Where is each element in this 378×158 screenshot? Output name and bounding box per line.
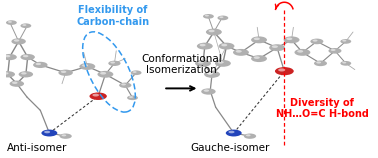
Circle shape [129, 96, 133, 98]
Circle shape [100, 72, 106, 75]
Circle shape [36, 63, 41, 65]
Circle shape [21, 72, 26, 75]
Circle shape [251, 36, 267, 43]
Circle shape [278, 68, 285, 72]
Circle shape [221, 44, 227, 46]
Circle shape [121, 83, 126, 85]
Circle shape [9, 81, 24, 87]
Circle shape [275, 67, 294, 75]
Circle shape [8, 21, 12, 23]
Circle shape [236, 50, 242, 53]
Circle shape [2, 54, 17, 60]
Circle shape [340, 61, 351, 66]
Circle shape [218, 61, 224, 64]
Circle shape [110, 61, 115, 64]
Circle shape [205, 71, 219, 77]
Circle shape [206, 29, 222, 35]
Circle shape [42, 130, 57, 137]
Circle shape [93, 94, 99, 97]
Circle shape [342, 62, 346, 64]
Circle shape [58, 70, 73, 76]
Circle shape [3, 72, 9, 75]
Circle shape [195, 60, 211, 67]
Circle shape [340, 39, 351, 44]
Circle shape [198, 61, 204, 64]
Text: Anti-isomer: Anti-isomer [6, 143, 67, 153]
Circle shape [61, 71, 67, 73]
Circle shape [62, 134, 66, 136]
Circle shape [33, 62, 48, 68]
Circle shape [79, 63, 95, 70]
Circle shape [342, 40, 346, 42]
Circle shape [59, 134, 72, 139]
Circle shape [331, 49, 336, 51]
Text: Gauche-isomer: Gauche-isomer [191, 143, 270, 153]
Circle shape [19, 71, 33, 77]
Circle shape [11, 38, 26, 45]
Circle shape [131, 70, 141, 75]
Circle shape [219, 16, 223, 18]
Circle shape [90, 92, 107, 100]
Circle shape [133, 71, 137, 73]
Circle shape [127, 95, 138, 100]
Circle shape [203, 14, 214, 19]
Circle shape [98, 71, 113, 78]
Circle shape [200, 44, 206, 46]
Circle shape [5, 55, 10, 57]
Circle shape [316, 61, 321, 64]
Circle shape [314, 61, 327, 66]
Circle shape [286, 37, 292, 40]
Circle shape [205, 15, 209, 17]
Circle shape [20, 54, 35, 60]
Circle shape [233, 49, 249, 56]
Circle shape [108, 61, 121, 66]
Circle shape [22, 24, 26, 26]
Circle shape [254, 56, 260, 59]
Circle shape [294, 49, 310, 56]
Circle shape [328, 48, 341, 54]
Circle shape [272, 45, 278, 48]
Circle shape [313, 40, 318, 42]
Circle shape [244, 134, 256, 139]
Circle shape [0, 71, 15, 77]
Circle shape [228, 131, 234, 133]
Circle shape [209, 30, 215, 32]
Circle shape [197, 43, 213, 50]
Circle shape [246, 134, 251, 136]
Circle shape [207, 72, 213, 75]
Circle shape [218, 43, 234, 50]
Circle shape [204, 89, 209, 92]
Circle shape [201, 88, 216, 95]
Circle shape [217, 16, 228, 20]
Circle shape [12, 82, 17, 84]
Circle shape [20, 23, 31, 28]
Text: Flexibility of
Carbon-chain: Flexibility of Carbon-chain [76, 5, 149, 27]
Circle shape [297, 50, 303, 53]
Circle shape [284, 36, 299, 43]
Circle shape [204, 71, 220, 78]
Circle shape [207, 72, 213, 75]
Circle shape [44, 131, 50, 133]
Circle shape [251, 55, 267, 62]
Circle shape [269, 44, 285, 51]
Circle shape [14, 39, 19, 42]
Circle shape [215, 60, 231, 67]
Circle shape [6, 20, 17, 25]
Circle shape [23, 55, 28, 57]
Circle shape [254, 37, 260, 40]
Circle shape [310, 39, 324, 44]
Circle shape [119, 83, 132, 88]
Text: Diversity of
NH…O=C H-bond: Diversity of NH…O=C H-bond [276, 98, 369, 119]
Circle shape [82, 64, 88, 67]
Circle shape [226, 130, 242, 137]
Text: Conformational
Isomerization: Conformational Isomerization [141, 54, 222, 75]
